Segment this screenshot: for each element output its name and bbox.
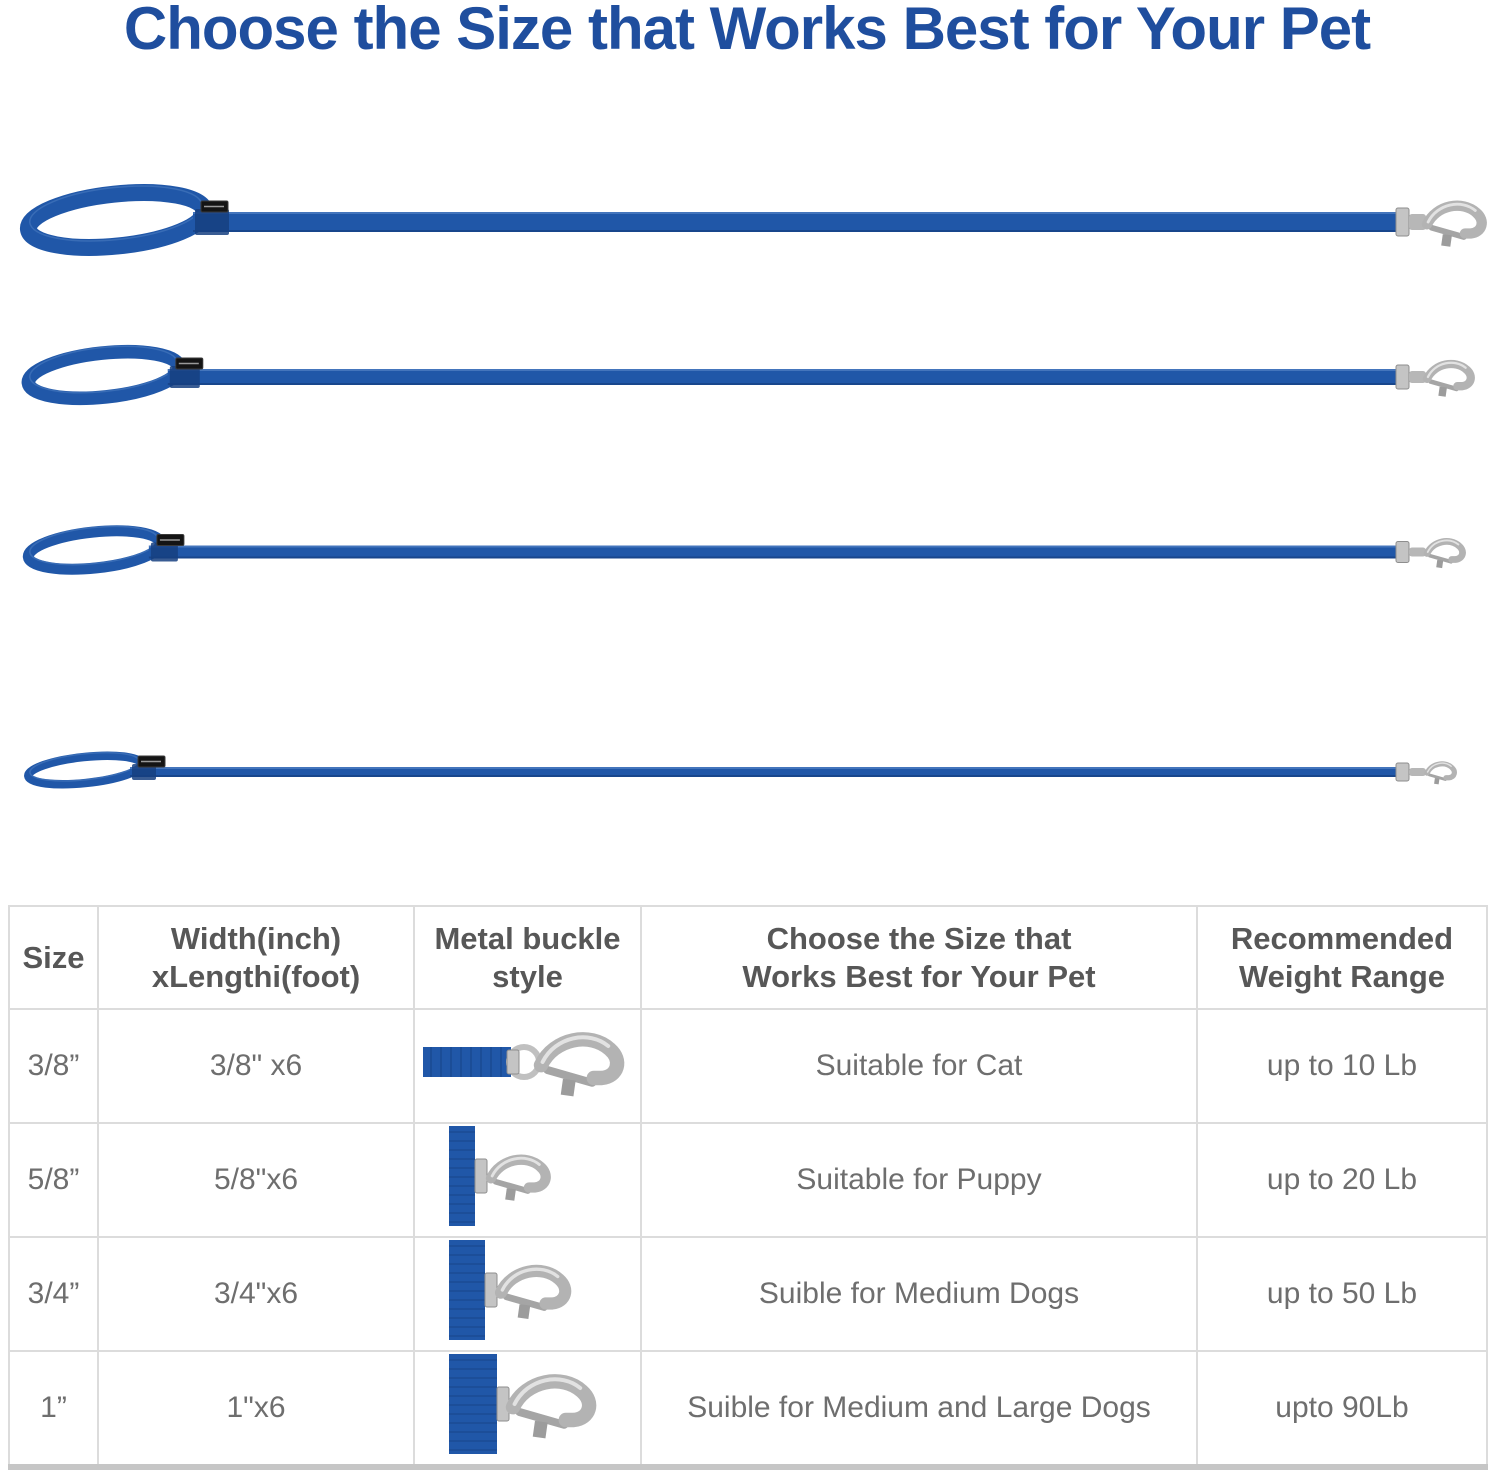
buckle-cell: [413, 1122, 642, 1238]
leash-illustration: [19, 184, 1487, 256]
snap-hook-icon: [494, 1264, 571, 1320]
leash-strap-shadow: [148, 556, 1398, 559]
dimensions-cell: 1"x6: [97, 1350, 415, 1468]
leash-strap-shadow: [167, 383, 1398, 385]
leash-illustration: [21, 344, 1475, 406]
clasp-swivel: [1409, 214, 1426, 230]
leash-strap: [148, 545, 1398, 559]
size-cell: 1”: [8, 1350, 99, 1468]
dimensions-cell: 5/8"x6: [97, 1122, 415, 1238]
snap-hook-icon: [1424, 761, 1457, 785]
snap-hook-wide-strap-image: [423, 1352, 633, 1454]
leash-strap-highlight: [130, 767, 1398, 769]
leash-handle-loop: [21, 344, 187, 406]
table-header-row: Size Width(inch) xLengthi(foot) Metal bu…: [8, 905, 1488, 1010]
header-size: Size: [8, 905, 99, 1010]
buckle-cell: [413, 1008, 642, 1124]
size-cell: 3/8”: [8, 1008, 99, 1124]
clasp-swivel: [1409, 768, 1426, 776]
snap-hook-icon: [1421, 200, 1487, 247]
leash-strap-shadow: [130, 775, 1398, 777]
leash-stitch-wrap: [132, 764, 156, 780]
leash-illustration: [24, 751, 1457, 789]
dimensions-cell: 3/4"x6: [97, 1236, 415, 1352]
header-suitability: Choose the Size that Works Best for Your…: [640, 905, 1198, 1010]
snap-hook-icon: [1423, 538, 1466, 569]
buckle-cell: [413, 1350, 642, 1468]
snap-hook-narrow-strap-image: [423, 1124, 633, 1226]
snap-hook-icon: [533, 1032, 624, 1097]
weight-cell: up to 50 Lb: [1196, 1236, 1488, 1352]
snap-hook-medium-strap-image: [423, 1238, 633, 1340]
leash-narrow: [0, 492, 1494, 612]
suitability-cell: Suitable for Cat: [640, 1008, 1198, 1124]
dimensions-cell: 3/8" x6: [97, 1008, 415, 1124]
leash-stitch-wrap: [169, 366, 200, 388]
weight-cell: up to 20 Lb: [1196, 1122, 1488, 1238]
leash-strap-shadow: [193, 230, 1398, 232]
clasp-ferrule: [1395, 541, 1410, 563]
table-row: 1” 1"x6 Suible for Medium and Large Dogs…: [8, 1350, 1488, 1468]
size-cell: 3/4”: [8, 1236, 99, 1352]
table-row: 5/8” 5/8"x6 Suitable for Puppy up to 20 …: [8, 1122, 1488, 1238]
header-buckle: Metal buckle style: [413, 905, 642, 1010]
header-weight: Recommended Weight Range: [1196, 905, 1488, 1010]
clasp-swivel: [1409, 371, 1426, 383]
buckle-cell: [413, 1236, 642, 1352]
leash-widest: [0, 162, 1494, 282]
clasp-ferrule: [1395, 207, 1410, 237]
leash-handle-loop: [24, 751, 146, 789]
leash-strap-highlight: [167, 369, 1398, 371]
leash-strap: [130, 767, 1398, 777]
size-cell: 5/8”: [8, 1122, 99, 1238]
table-row: 3/4” 3/4"x6 Suible for Medium Dogs up to…: [8, 1236, 1488, 1352]
leash-illustration: [22, 525, 1466, 575]
leash-stitch-wrap: [195, 209, 229, 235]
suitability-cell: Suible for Medium and Large Dogs: [640, 1350, 1198, 1468]
clasp-ferrule: [1395, 364, 1410, 390]
leash-wide: [0, 317, 1494, 437]
suitability-cell: Suitable for Puppy: [640, 1122, 1198, 1238]
leash-strap: [193, 212, 1398, 232]
page-title: Choose the Size that Works Best for Your…: [123, 0, 1371, 62]
leash-narrowest: [0, 712, 1494, 832]
clasp-ferrule: [1395, 762, 1410, 782]
weight-cell: upto 90Lb: [1196, 1350, 1488, 1468]
snap-hook-icon: [485, 1154, 551, 1201]
snap-hook-icon: [505, 1374, 596, 1439]
leash-handle-loop: [22, 525, 167, 575]
leash-stitch-wrap: [150, 542, 178, 562]
leash-handle-loop: [19, 184, 214, 256]
size-table: Size Width(inch) xLengthi(foot) Metal bu…: [8, 905, 1488, 1470]
snap-hook-horizontal-strap-image: [422, 1010, 633, 1110]
header-dimensions: Width(inch) xLengthi(foot): [97, 905, 415, 1010]
snap-hook-icon: [1422, 359, 1475, 397]
leash-strap-highlight: [148, 545, 1398, 548]
clasp-swivel: [1409, 547, 1426, 557]
leash-strap: [167, 369, 1398, 385]
leash-strap-highlight: [193, 212, 1398, 214]
weight-cell: up to 10 Lb: [1196, 1008, 1488, 1124]
suitability-cell: Suible for Medium Dogs: [640, 1236, 1198, 1352]
table-row: 3/8” 3/8" x6 Suitable for Cat up to 10 L…: [8, 1008, 1488, 1124]
